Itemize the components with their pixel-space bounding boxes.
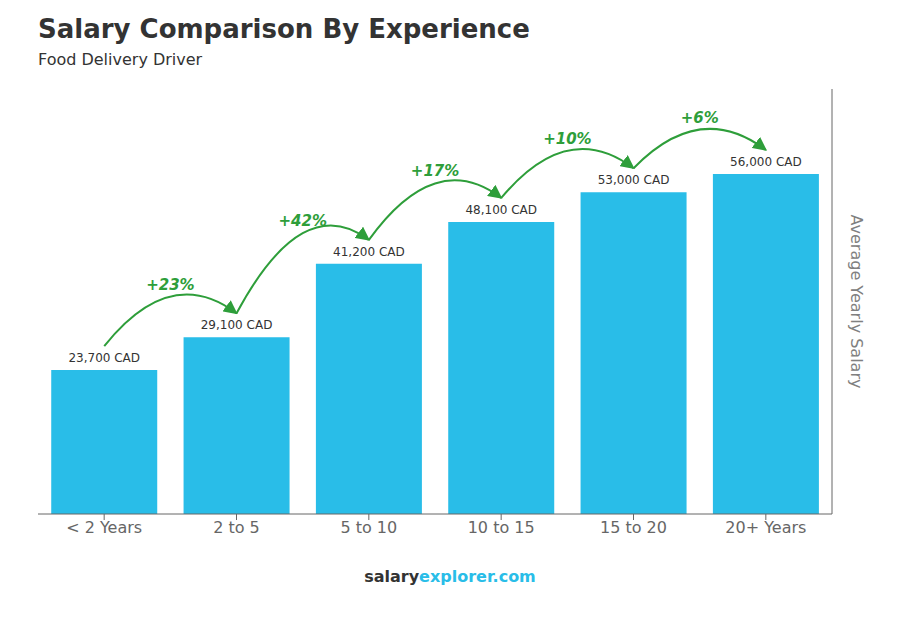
svg-text:2 to 5: 2 to 5 <box>213 518 260 537</box>
svg-text:48,100 CAD: 48,100 CAD <box>465 203 537 217</box>
html-text:Salary Comparison By Experienc: Salary Comparison By Experience <box>38 14 530 44</box>
svg-text:+42%: +42% <box>278 212 326 230</box>
svg-text:10 to 15: 10 to 15 <box>468 518 535 537</box>
svg-text:+23%: +23% <box>146 276 194 294</box>
svg-text:5 to 10: 5 to 10 <box>340 518 397 537</box>
svg-text:+6%: +6% <box>681 109 719 127</box>
svg-text:Average Yearly Salary: Average Yearly Salary <box>847 215 866 389</box>
svg-text:56,000 CAD: 56,000 CAD <box>730 155 802 169</box>
svg-text:+17%: +17% <box>411 162 459 180</box>
svg-text:23,700 CAD: 23,700 CAD <box>68 351 140 365</box>
svg-text:15 to 20: 15 to 20 <box>600 518 667 537</box>
svg-text:29,100 CAD: 29,100 CAD <box>201 318 273 332</box>
svg-text:20+ Years: 20+ Years <box>725 518 806 537</box>
html-text:salary explorer.com: salary explorer.com <box>364 567 536 586</box>
svg-text:53,000 CAD: 53,000 CAD <box>598 173 670 187</box>
svg-text:+10%: +10% <box>543 130 591 148</box>
html-text:Food Delivery Driver: Food Delivery Driver <box>38 50 203 69</box>
svg-text:41,200 CAD: 41,200 CAD <box>333 245 405 259</box>
svg-text:< 2 Years: < 2 Years <box>66 518 142 537</box>
